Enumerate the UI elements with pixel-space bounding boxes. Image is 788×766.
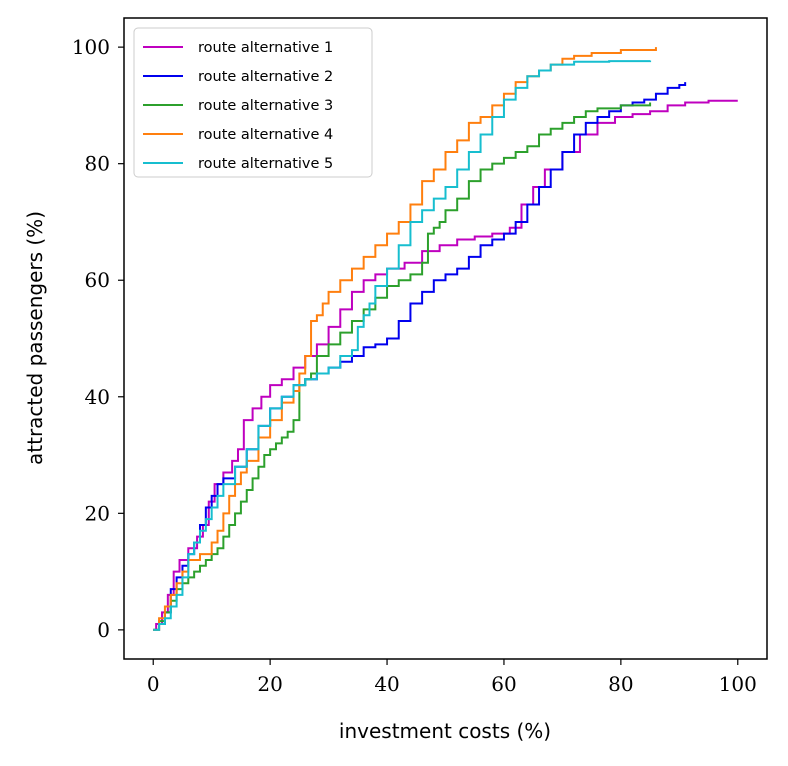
- x-tick-label: 60: [491, 672, 516, 696]
- x-tick-label: 40: [374, 672, 399, 696]
- x-axis-label: investment costs (%): [339, 719, 551, 743]
- series-line-route-alternative-4: [153, 47, 657, 631]
- series-line-route-alternative-5: [153, 60, 652, 631]
- x-tick-label: 20: [257, 672, 282, 696]
- legend-label-5: route alternative 5: [198, 156, 333, 172]
- y-tick-label: 0: [97, 618, 110, 642]
- plot-frame: [123, 17, 768, 660]
- plot-lines: [153, 47, 738, 631]
- legend-label-3: route alternative 3: [198, 98, 333, 114]
- y-tick-label: 60: [85, 268, 110, 292]
- y-axis-label: attracted passengers (%): [23, 211, 47, 465]
- y-tick-label: 20: [85, 501, 110, 525]
- legend: route alternative 1 route alternative 2 ro…: [133, 27, 373, 178]
- x-axis: 0 20 40 60 80 100: [147, 659, 757, 696]
- y-tick-label: 100: [72, 35, 110, 59]
- y-axis: 0 20 40 60 80 100: [72, 35, 124, 642]
- series-line-route-alternative-3: [153, 102, 652, 631]
- legend-label-4: route alternative 4: [198, 127, 333, 143]
- legend-label-1: route alternative 1: [198, 40, 333, 56]
- x-tick-label: 100: [719, 672, 757, 696]
- y-tick-label: 80: [85, 152, 110, 176]
- x-tick-label: 80: [608, 672, 633, 696]
- legend-box: [133, 27, 373, 178]
- x-tick-label: 0: [147, 672, 160, 696]
- legend-label-2: route alternative 2: [198, 69, 333, 85]
- y-tick-label: 40: [85, 385, 110, 409]
